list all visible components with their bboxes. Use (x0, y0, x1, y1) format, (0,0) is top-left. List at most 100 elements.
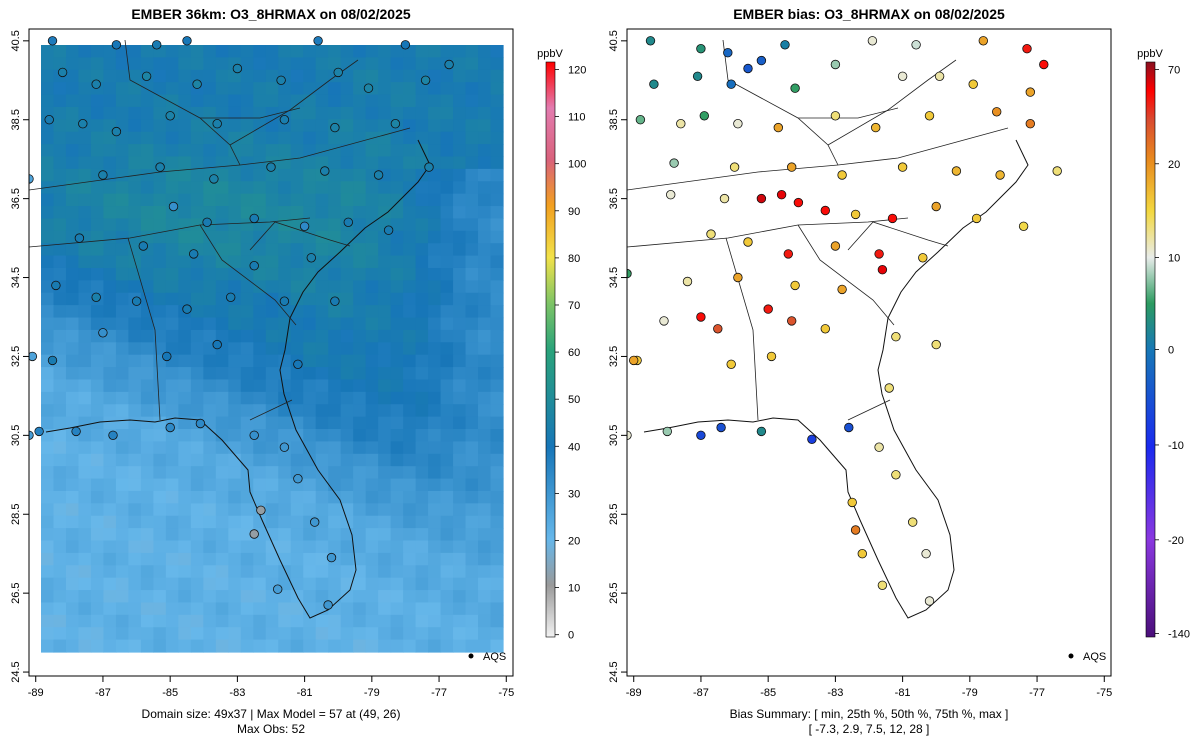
heat-cell (178, 503, 192, 517)
heat-cell (340, 367, 354, 381)
heat-cell (165, 565, 179, 579)
heat-cell (90, 478, 105, 492)
heat-cell (203, 490, 217, 504)
heat-cell (115, 168, 130, 182)
heat-cell (90, 590, 105, 604)
heat-cell (103, 69, 117, 83)
model-basemap (29, 39, 431, 619)
heat-cell (78, 552, 92, 566)
heat-cell (190, 267, 204, 281)
heat-cell (78, 416, 92, 430)
heat-cell (440, 317, 454, 331)
heat-cell (465, 267, 479, 281)
heat-cell (103, 602, 117, 616)
heat-cell (228, 106, 242, 120)
heat-cell (490, 292, 504, 306)
heat-cell (140, 131, 154, 145)
site-marker (669, 158, 679, 168)
heat-cell (90, 503, 105, 517)
heat-cell (315, 193, 329, 207)
heat-cell (490, 639, 504, 653)
heat-cell (115, 416, 130, 430)
heat-cell (390, 478, 404, 492)
heat-cell (478, 490, 492, 504)
heat-cell (378, 503, 392, 517)
heat-cell (215, 206, 229, 220)
heat-cell (78, 528, 92, 542)
heat-cell (340, 342, 354, 356)
site-marker (1025, 118, 1036, 129)
heat-cell (328, 614, 342, 628)
heat-cell (190, 193, 204, 207)
heat-cell (41, 379, 55, 393)
heat-cell (53, 453, 67, 467)
heat-cell (90, 429, 105, 443)
heat-cell (178, 106, 192, 120)
heat-cell (41, 45, 55, 58)
heat-cell (78, 602, 92, 616)
heat-cell (453, 82, 467, 96)
x-tick-label: -79 (962, 687, 978, 699)
heat-cell (390, 82, 404, 96)
heat-cell (228, 602, 242, 616)
heat-cell (465, 503, 479, 517)
heat-cell (490, 503, 504, 517)
heat-cell (53, 565, 67, 579)
heat-cell (490, 379, 504, 393)
heat-cell (140, 292, 154, 306)
heat-cell (490, 528, 504, 542)
heat-cell (315, 181, 329, 195)
x-tick-label: -81 (895, 687, 911, 699)
heat-cell (103, 552, 117, 566)
heat-cell (215, 515, 229, 529)
heat-cell (453, 404, 467, 418)
heat-cell (190, 552, 204, 566)
heat-cell (203, 478, 217, 492)
heat-cell (41, 94, 55, 108)
heat-cell (315, 82, 329, 96)
heat-cell (115, 156, 130, 170)
heat-cell (203, 317, 217, 331)
heat-cell (315, 106, 329, 120)
y-tick-label: 40.5 (608, 30, 620, 51)
heat-cell (315, 614, 329, 628)
heat-cell (41, 168, 55, 182)
heat-cell (290, 404, 304, 418)
heat-cell (115, 193, 130, 207)
x-tick-label: -85 (760, 687, 776, 699)
heat-cell (390, 391, 404, 405)
heat-cell (328, 131, 342, 145)
heat-cell (415, 45, 429, 58)
heat-cell (315, 639, 329, 653)
heat-cell (465, 206, 479, 220)
heat-cell (365, 515, 379, 529)
heat-cell (303, 206, 317, 220)
heat-cell (303, 292, 317, 306)
heat-cell (90, 391, 105, 405)
heat-cell (53, 379, 67, 393)
heat-cell (465, 342, 479, 356)
heat-cell (328, 540, 342, 554)
heat-cell (78, 478, 92, 492)
heat-cell (303, 429, 317, 443)
heat-cell (228, 45, 242, 58)
heat-cell (253, 317, 267, 331)
heat-cell (203, 181, 217, 195)
heat-cell (140, 119, 154, 133)
heat-cell (103, 490, 117, 504)
site-marker (877, 265, 888, 275)
heat-cell (53, 94, 67, 108)
site-marker (756, 55, 767, 66)
heat-cell (190, 590, 204, 604)
legend-aqs-label: AQS (1083, 651, 1106, 663)
site-marker (924, 111, 935, 121)
heat-cell (328, 639, 342, 653)
heat-cell (428, 429, 442, 443)
heat-cell (328, 305, 342, 319)
heat-cell (103, 404, 117, 418)
heat-cell (165, 552, 179, 566)
heat-cell (115, 466, 130, 480)
model-legend: AQS (468, 651, 506, 663)
heat-cell (453, 639, 467, 653)
heat-cell (65, 503, 80, 517)
